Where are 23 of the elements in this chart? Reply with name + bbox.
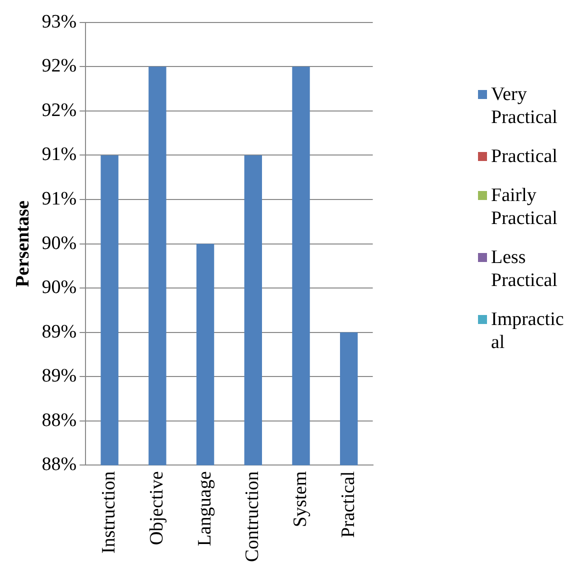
x-tick-label: System xyxy=(290,471,311,528)
y-tick-label: 89% xyxy=(42,366,77,387)
y-tick-label: 91% xyxy=(42,188,77,210)
x-tick-label: Contruction xyxy=(242,470,264,562)
y-tick-label: 88% xyxy=(42,454,77,476)
x-tick-label: Instruction xyxy=(98,470,120,554)
y-tick-label: 89% xyxy=(42,321,77,342)
y-tick-label: 93% xyxy=(42,11,77,32)
y-tick-label: 90% xyxy=(42,232,77,254)
legend-label: Impractical xyxy=(491,308,565,354)
y-axis-title: Persentase xyxy=(12,200,34,288)
legend-label: Less Practical xyxy=(491,246,558,292)
y-tick-label: 92% xyxy=(42,56,77,77)
y-tick-label: 90% xyxy=(42,277,77,298)
y-tick-label: 88% xyxy=(42,410,77,431)
x-tick-label: Practical xyxy=(338,471,359,538)
y-tick-label: 92% xyxy=(42,100,77,121)
x-tick-label: Language xyxy=(194,471,216,546)
legend-label: Very Practical xyxy=(491,83,558,129)
y-tick-label: 91% xyxy=(42,144,77,166)
legend-label: Practical xyxy=(491,145,558,168)
legend-label: Fairly Practical xyxy=(491,184,558,230)
x-tick-label: Objective xyxy=(146,471,168,546)
